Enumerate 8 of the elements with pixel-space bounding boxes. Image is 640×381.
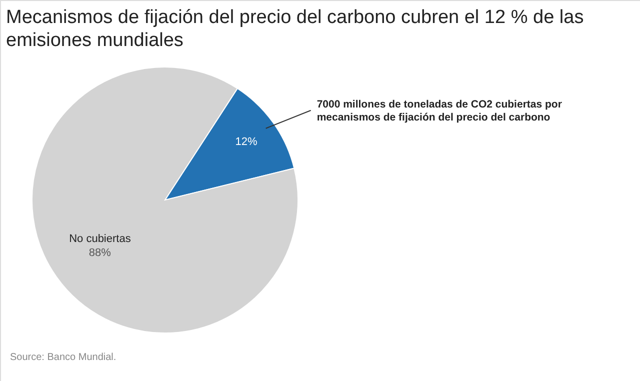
slice-label: No cubiertas <box>69 233 132 246</box>
chart-title: Mecanismos de fijación del precio del carbono cubren el 12 % de las emisiones mundiales <box>6 7 584 51</box>
pie-slice <box>164 88 295 200</box>
data-label: 88% <box>88 247 112 260</box>
pie-slice <box>32 66 298 334</box>
data-label: 12% <box>235 136 258 148</box>
slice-label: 7000 millones de toneladas de CO2 cubiertas por mecanismos de fijación del precio del carbono <box>316 98 562 124</box>
source-note: Source: Banco Mundial. <box>10 352 116 363</box>
